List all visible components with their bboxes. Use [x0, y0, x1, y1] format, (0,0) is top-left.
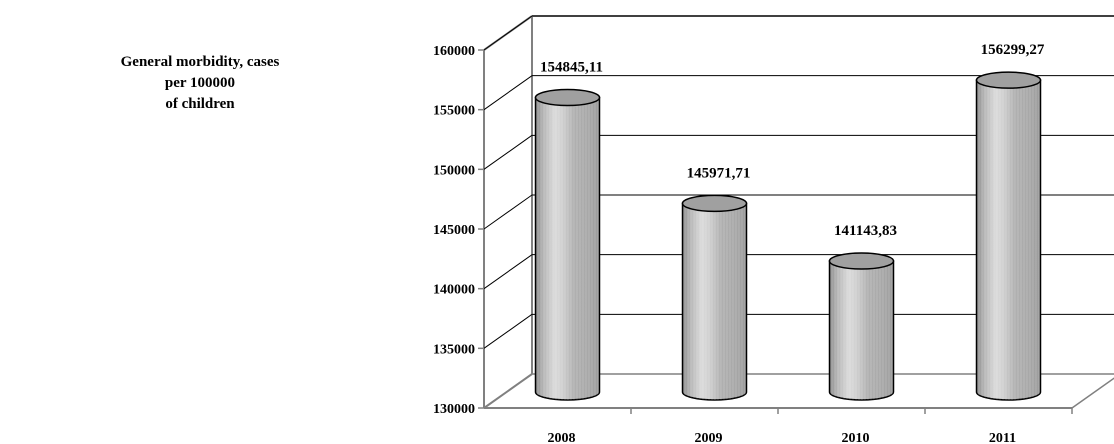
- bar-2011: [975, 71, 1042, 401]
- data-label-2011: 156299,27: [981, 42, 1045, 58]
- x-tick-label: 2010: [842, 431, 870, 444]
- y-tick-label: 135000: [433, 342, 475, 357]
- chart-title-line-2: per 100000: [164, 75, 236, 91]
- y-tick-label: 130000: [433, 402, 475, 417]
- bar-texture: [976, 80, 1041, 400]
- x-tick-label: 2008: [548, 431, 576, 444]
- x-tick-label: 2011: [989, 431, 1016, 444]
- bar-top: [828, 252, 895, 270]
- gridline-side: [483, 134, 533, 170]
- gridline-side: [483, 75, 533, 111]
- y-tick-label: 155000: [433, 104, 475, 119]
- gridline-side: [483, 15, 533, 51]
- bar-top: [681, 194, 748, 213]
- x-tick-label: 2009: [695, 431, 723, 444]
- gridline-side: [483, 313, 533, 349]
- bar-texture: [829, 261, 894, 400]
- bar-2010: [828, 252, 895, 401]
- data-labels: 154845,11 145971,71 141143,83 156299,27: [540, 42, 1045, 239]
- floor-left-edge: [483, 373, 533, 409]
- floor-right-edge: [1071, 377, 1114, 409]
- y-tick-label: 140000: [433, 283, 475, 298]
- chart-title-line-1: General morbidity, cases: [120, 54, 280, 70]
- data-label-2008: 154845,11: [540, 60, 603, 76]
- chart-title: General morbidity, cases per 100000 of c…: [100, 52, 300, 115]
- y-axis-ticks: 130000 135000 140000 145000 150000 155000 1600…: [433, 44, 484, 417]
- chart-title-line-3: of children: [165, 96, 235, 112]
- data-label-2009: 145971,71: [687, 165, 751, 181]
- bar-texture: [535, 97, 600, 401]
- bar-top: [534, 88, 601, 107]
- bars: [534, 71, 1042, 401]
- bar-top: [975, 71, 1042, 89]
- y-tick-label: 145000: [433, 223, 475, 238]
- x-axis-ticks: 2008 2009 2010 2011: [548, 408, 1073, 444]
- gridline-side: [483, 194, 533, 230]
- gridline-side: [483, 254, 533, 290]
- y-tick-label: 150000: [433, 163, 475, 178]
- bar-texture: [682, 203, 747, 400]
- data-label-2010: 141143,83: [834, 223, 897, 239]
- bar-2008: [534, 88, 601, 401]
- bar-2009: [681, 194, 748, 401]
- y-tick-label: 160000: [433, 44, 475, 59]
